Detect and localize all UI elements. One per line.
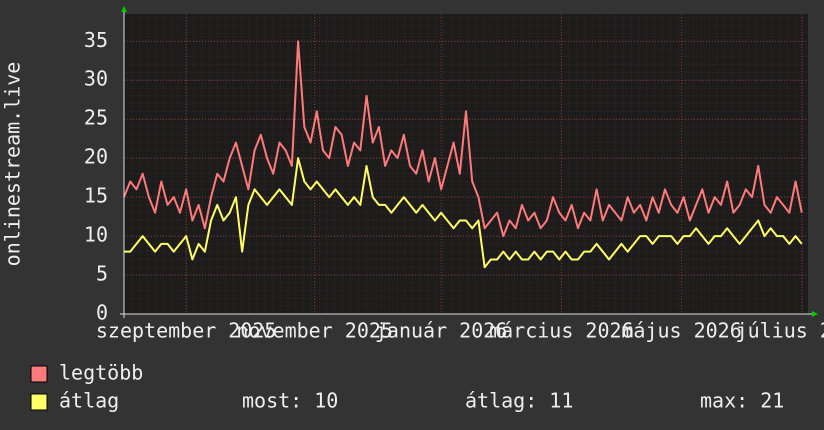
minor-grid — [124, 14, 808, 314]
x-tick-label: július 2026 — [736, 319, 824, 343]
legend-label: legtöbb — [59, 361, 143, 385]
series-line — [124, 157, 803, 269]
stat: átlag: 11 — [465, 389, 573, 413]
stat: most: 10 — [242, 389, 338, 413]
y-tick-label: 5 — [96, 262, 108, 286]
y-tick-label: 15 — [84, 184, 108, 208]
y-tick-label: 35 — [84, 28, 108, 52]
x-tick-label: március 2026 — [489, 319, 634, 343]
series-line — [123, 40, 803, 238]
y-tick-label: 25 — [84, 106, 108, 130]
x-axis-arrow — [812, 311, 818, 317]
legend-swatch — [30, 393, 48, 411]
stat: max: 21 — [700, 389, 784, 413]
x-tick-label: május 2026 — [621, 319, 741, 343]
y-tick-label: 30 — [84, 67, 108, 91]
x-tick-label: január 2026 — [375, 319, 507, 343]
y-axis-label: onlinestream.live — [1, 62, 25, 267]
y-tick-label: 0 — [96, 301, 108, 325]
legend-label: átlag — [59, 389, 119, 413]
x-tick-label: szeptember 2025 — [96, 319, 277, 343]
y-tick-label: 20 — [84, 145, 108, 169]
legend-swatch — [30, 365, 48, 383]
y-axis-arrow — [121, 6, 127, 12]
x-tick-label: november 2025 — [236, 319, 393, 343]
y-tick-label: 10 — [84, 223, 108, 247]
